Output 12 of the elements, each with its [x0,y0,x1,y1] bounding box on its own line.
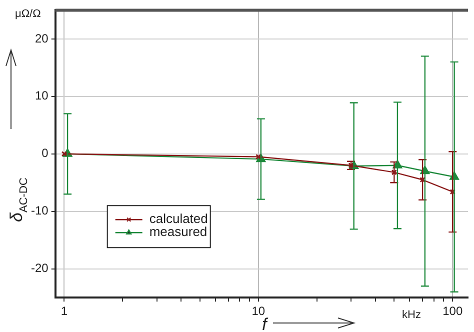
x-tick-label: 1 [60,304,68,318]
y-tick-label: 10 [34,88,49,103]
legend-label: calculated [149,211,208,226]
legend-label: measured [149,224,208,240]
text: kHz [402,309,421,321]
y-tick-label: -10 [31,204,49,218]
text: μΩ/Ω [15,8,41,20]
y-tick-label: 20 [34,31,49,46]
y-tick-label: 0 [42,146,49,160]
y-tick-label: -20 [31,261,49,276]
x-tick-label: 100 [442,304,463,318]
y-axis-title: δAC-DC [7,178,30,222]
